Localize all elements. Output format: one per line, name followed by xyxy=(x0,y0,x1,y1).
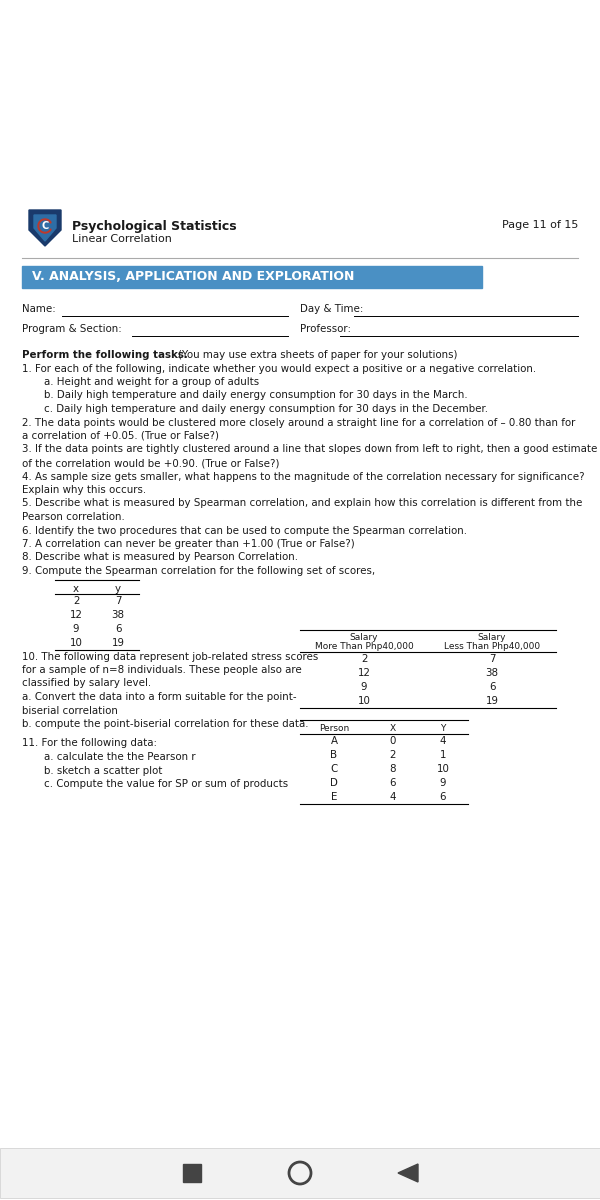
Text: y: y xyxy=(115,583,121,594)
Text: Person: Person xyxy=(319,724,349,733)
Text: Salary: Salary xyxy=(350,634,378,642)
Text: b. Daily high temperature and daily energy consumption for 30 days in the March.: b. Daily high temperature and daily ener… xyxy=(44,390,467,401)
Text: 12: 12 xyxy=(70,610,82,620)
Text: More Than Php40,000: More Than Php40,000 xyxy=(314,642,413,650)
Text: 19: 19 xyxy=(112,638,125,648)
Text: Explain why this occurs.: Explain why this occurs. xyxy=(22,485,146,494)
Text: 38: 38 xyxy=(112,610,125,620)
Text: 9: 9 xyxy=(440,779,446,788)
Text: E: E xyxy=(331,792,337,803)
Text: V. ANALYSIS, APPLICATION AND EXPLORATION: V. ANALYSIS, APPLICATION AND EXPLORATION xyxy=(32,270,355,283)
Text: b. compute the point-biserial correlation for these data.: b. compute the point-biserial correlatio… xyxy=(22,719,308,728)
FancyBboxPatch shape xyxy=(183,1164,201,1182)
Text: 38: 38 xyxy=(485,668,499,678)
Wedge shape xyxy=(38,220,51,233)
Text: 8: 8 xyxy=(390,764,396,774)
Text: Psychological Statistics: Psychological Statistics xyxy=(72,220,236,233)
Text: 4. As sample size gets smaller, what happens to the magnitude of the correlation: 4. As sample size gets smaller, what hap… xyxy=(22,472,584,481)
Text: B: B xyxy=(331,750,338,761)
Text: 5. Describe what is measured by Spearman correlation, and explain how this corre: 5. Describe what is measured by Spearman… xyxy=(22,498,583,509)
Text: 6: 6 xyxy=(440,792,446,803)
Text: 3. If the data points are tightly clustered around a line that slopes down from : 3. If the data points are tightly cluste… xyxy=(22,444,598,455)
Text: 12: 12 xyxy=(358,668,370,678)
FancyBboxPatch shape xyxy=(0,1148,600,1198)
Polygon shape xyxy=(398,1164,418,1182)
Text: Y: Y xyxy=(440,724,446,733)
Text: 7. A correlation can never be greater than +1.00 (True or False?): 7. A correlation can never be greater th… xyxy=(22,539,355,550)
Text: 6: 6 xyxy=(489,682,495,692)
Text: 7: 7 xyxy=(489,654,495,665)
Text: 9: 9 xyxy=(361,682,367,692)
Text: 6: 6 xyxy=(390,779,396,788)
Text: C: C xyxy=(331,764,338,774)
Text: a. Height and weight for a group of adults: a. Height and weight for a group of adul… xyxy=(44,377,259,386)
Text: 10. The following data represent job-related stress scores: 10. The following data represent job-rel… xyxy=(22,652,318,661)
Text: 19: 19 xyxy=(485,696,499,706)
Polygon shape xyxy=(29,210,61,246)
Text: 10: 10 xyxy=(358,696,370,706)
Text: 1: 1 xyxy=(440,750,446,761)
Text: a. calculate the the Pearson r: a. calculate the the Pearson r xyxy=(44,752,196,762)
Text: 7: 7 xyxy=(115,596,121,606)
Text: 2: 2 xyxy=(390,750,396,761)
Text: x: x xyxy=(73,583,79,594)
Text: Professor:: Professor: xyxy=(300,324,351,334)
Text: a. Convert the data into a form suitable for the point-: a. Convert the data into a form suitable… xyxy=(22,692,296,702)
Text: (You may use extra sheets of paper for your solutions): (You may use extra sheets of paper for y… xyxy=(178,350,458,360)
Text: a correlation of +0.05. (True or False?): a correlation of +0.05. (True or False?) xyxy=(22,431,219,440)
Text: Pearson correlation.: Pearson correlation. xyxy=(22,512,125,522)
Wedge shape xyxy=(40,221,50,230)
Text: 2: 2 xyxy=(73,596,79,606)
Text: Day & Time:: Day & Time: xyxy=(300,304,364,314)
Text: Linear Correlation: Linear Correlation xyxy=(72,234,172,244)
Text: Less Than Php40,000: Less Than Php40,000 xyxy=(444,642,540,650)
Text: biserial correlation: biserial correlation xyxy=(22,706,118,715)
Text: 8. Describe what is measured by Pearson Correlation.: 8. Describe what is measured by Pearson … xyxy=(22,552,298,563)
Text: 9. Compute the Spearman correlation for the following set of scores,: 9. Compute the Spearman correlation for … xyxy=(22,566,375,576)
Text: 0: 0 xyxy=(390,736,396,746)
Text: of the correlation would be +0.90. (True or False?): of the correlation would be +0.90. (True… xyxy=(22,458,280,468)
Text: 10: 10 xyxy=(437,764,449,774)
Text: c. Compute the value for SP or sum of products: c. Compute the value for SP or sum of pr… xyxy=(44,779,288,790)
Text: 9: 9 xyxy=(73,624,79,634)
Text: 4: 4 xyxy=(440,736,446,746)
Text: A: A xyxy=(331,736,337,746)
Text: 4: 4 xyxy=(390,792,396,803)
Text: c. Daily high temperature and daily energy consumption for 30 days in the Decemb: c. Daily high temperature and daily ener… xyxy=(44,404,488,414)
Text: 10: 10 xyxy=(70,638,82,648)
Text: Program & Section:: Program & Section: xyxy=(22,324,122,334)
Text: classified by salary level.: classified by salary level. xyxy=(22,678,151,689)
Text: X: X xyxy=(390,724,396,733)
Text: for a sample of n=8 individuals. These people also are: for a sample of n=8 individuals. These p… xyxy=(22,665,302,674)
Text: 11. For the following data:: 11. For the following data: xyxy=(22,738,157,749)
Text: 6: 6 xyxy=(115,624,121,634)
Text: 2. The data points would be clustered more closely around a straight line for a : 2. The data points would be clustered mo… xyxy=(22,418,575,427)
Text: Name:: Name: xyxy=(22,304,56,314)
Text: 6. Identify the two procedures that can be used to compute the Spearman correlat: 6. Identify the two procedures that can … xyxy=(22,526,467,535)
Text: Salary: Salary xyxy=(478,634,506,642)
Text: 1. For each of the following, indicate whether you would expect a positive or a : 1. For each of the following, indicate w… xyxy=(22,364,536,373)
Text: Perform the following tasks.: Perform the following tasks. xyxy=(22,350,188,360)
Text: b. sketch a scatter plot: b. sketch a scatter plot xyxy=(44,766,163,775)
Text: 2: 2 xyxy=(361,654,367,665)
Text: C: C xyxy=(41,221,49,230)
FancyBboxPatch shape xyxy=(22,266,482,288)
Text: D: D xyxy=(330,779,338,788)
Polygon shape xyxy=(34,215,56,241)
Text: Page 11 of 15: Page 11 of 15 xyxy=(502,220,578,230)
